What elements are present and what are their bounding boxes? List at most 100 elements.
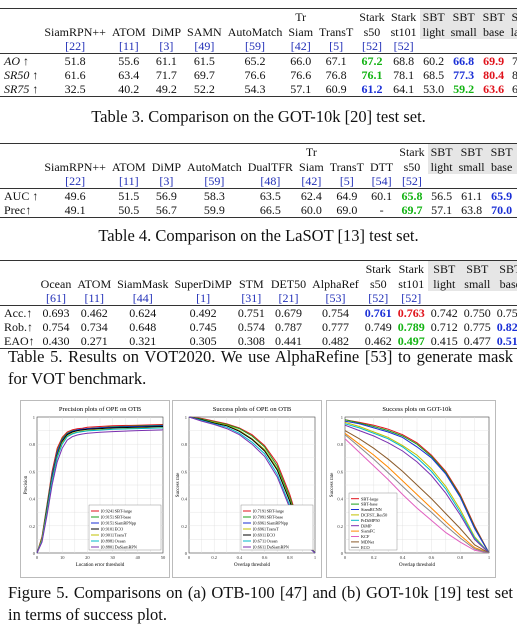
- table-row: Rob.↑ 0.754 0.734 0.648 0.745 0.574 0.787 0.777…: [0, 320, 517, 334]
- value-cell: 60.9: [316, 82, 357, 97]
- value-cell: 0.441: [267, 334, 310, 349]
- y-tick-label: 0.8: [181, 442, 187, 447]
- value-cell: 0.430: [37, 334, 75, 349]
- header-row: SiamRPN++ ATOM DiMP SAMN AutoMatch Siam TransT…: [0, 24, 517, 39]
- header-cell: Siam: [288, 25, 314, 39]
- header-cell: ATOM: [111, 160, 146, 174]
- legend-label: SiamFC: [361, 529, 375, 534]
- value-cell: 50.5: [108, 203, 149, 218]
- legend-label: PrDiMP50: [361, 518, 380, 523]
- header-cell: small: [455, 159, 488, 174]
- header-cell: [234, 260, 268, 276]
- value-cell: 0.492: [171, 305, 235, 320]
- y-tick-label: 0.2: [181, 524, 187, 529]
- value-cell: 0.745: [189, 320, 217, 334]
- header-cell: large: [507, 24, 517, 39]
- header-cell: light: [427, 159, 456, 174]
- value-cell: 0.712: [430, 320, 458, 334]
- value-cell: 49.1: [41, 203, 109, 218]
- header-cell: SuperDiMP: [174, 277, 232, 291]
- header-row: [61] [11] [44] [1] [31] [21] [53] [52] [52]: [0, 291, 517, 306]
- value-cell: 63.5: [244, 188, 297, 203]
- y-tick-label: 1: [185, 415, 187, 420]
- value-cell: 63.4: [118, 68, 140, 82]
- value-cell: 54.3: [224, 82, 286, 97]
- value-cell: 0.462: [74, 305, 115, 320]
- legend-label: [0.719] SBT-large: [253, 509, 284, 514]
- legend-label: [0.671] Ocean: [253, 539, 278, 544]
- x-axis-label: Overlap threshold: [399, 563, 435, 568]
- value-cell: 0.321: [114, 334, 172, 349]
- header-cell: SBT: [507, 8, 517, 24]
- row-label: SR75 ↑: [0, 82, 42, 97]
- table-row: Prec↑ 49.1 50.5 56.7 59.9 66.5 60.0 69.0-69.7 57…: [0, 203, 517, 218]
- value-cell: 64.9: [326, 188, 367, 203]
- value-cell: 69.0: [326, 203, 367, 218]
- header-cell: [0, 24, 41, 39]
- header-cell: SBT: [487, 143, 516, 159]
- value-cell: 0.305: [171, 334, 235, 349]
- header-cell: TransT: [319, 25, 354, 39]
- value-cell: 68.8: [387, 53, 420, 68]
- header-cell: SBT: [427, 143, 456, 159]
- value-cell: 58.3: [184, 188, 245, 203]
- header-cell: [428, 174, 456, 189]
- header-cell: SAMN: [187, 25, 222, 39]
- value-cell: 0.693: [37, 305, 75, 320]
- header-cell: AutoMatch: [227, 25, 283, 39]
- value-cell: 61.1: [455, 188, 488, 203]
- x-tick-label: 0: [188, 555, 191, 560]
- value-cell: 59.2: [447, 82, 480, 97]
- table-row: AUC ↑ 49.6 51.5 56.9 58.3 63.5 62.4 64.9 60.1 65.…: [0, 188, 517, 203]
- table5-caption: Table 5. Results on VOT2020. We use Alph…: [8, 347, 513, 388]
- header-cell: SBT: [460, 260, 494, 276]
- value-cell: 78.1: [393, 68, 415, 82]
- value-cell: 0.775: [463, 320, 491, 334]
- value-cell: 0.777: [321, 320, 349, 334]
- legend-label: [0.709] SBT-base: [253, 515, 283, 520]
- value-cell: 56.9: [148, 188, 185, 203]
- value-cell: 32.5: [41, 82, 109, 97]
- legend-label: SBT-large: [361, 496, 379, 501]
- y-tick-label: 0.6: [337, 469, 343, 474]
- value-cell: 0.751: [234, 305, 268, 320]
- header-cell: light: [419, 24, 448, 39]
- header-cell: [41, 8, 109, 24]
- header-cell: [53]: [325, 291, 346, 305]
- header-cell: st101: [398, 277, 425, 291]
- y-tick-label: 0.6: [29, 469, 35, 474]
- value-cell: 0.763: [394, 305, 428, 320]
- value-cell: 60.2: [419, 53, 448, 68]
- x-tick-label: 0.4: [400, 555, 406, 560]
- header-cell: [480, 39, 508, 54]
- header-cell: [184, 143, 245, 159]
- header-cell: ATOM: [111, 25, 146, 39]
- header-row: [22] [11] [3] [59] [48] [42] [5] [54] [52]: [0, 174, 517, 189]
- x-tick-label: 20: [85, 555, 90, 560]
- table-vot2020: StarkStarkSBTSBTSBTSBTOcean ATOM SiamMask S…: [0, 260, 517, 349]
- value-cell: 56.7: [148, 203, 185, 218]
- header-cell: Tr: [285, 8, 317, 24]
- header-cell: [3]: [159, 174, 174, 188]
- table-lasot: TrStarkSBTSBTSBTSBTSiamRPN++ATOMDiMPAuto…: [0, 143, 517, 218]
- header-cell: [1]: [196, 291, 211, 305]
- otb-success-plot: Success plots of OPE on OTB 00 0.2 0.2 0.4 0.…: [172, 400, 322, 578]
- header-cell: [59]: [245, 39, 266, 53]
- value-cell: 60.0: [296, 203, 327, 218]
- series-line: [36, 429, 164, 554]
- value-cell: 0.648: [129, 320, 157, 334]
- header-cell: ATOM: [77, 277, 112, 291]
- x-axis-label: Location error threshold: [76, 563, 125, 568]
- value-cell: 0.825: [496, 320, 517, 334]
- value-cell: 62.4: [296, 188, 327, 203]
- value-cell: 61.1: [148, 53, 185, 68]
- value-cell: 0.734: [80, 320, 108, 334]
- legend-label: [0.696] TransT: [253, 527, 279, 532]
- series-line: [36, 427, 164, 554]
- header-cell: [0, 260, 38, 276]
- header-cell: s50: [369, 277, 387, 291]
- chart-title: Success plots of OPE on OTB: [213, 406, 292, 413]
- header-cell: DTT: [369, 160, 394, 174]
- header-cell: [31]: [241, 291, 262, 305]
- header-cell: SBT: [515, 143, 517, 159]
